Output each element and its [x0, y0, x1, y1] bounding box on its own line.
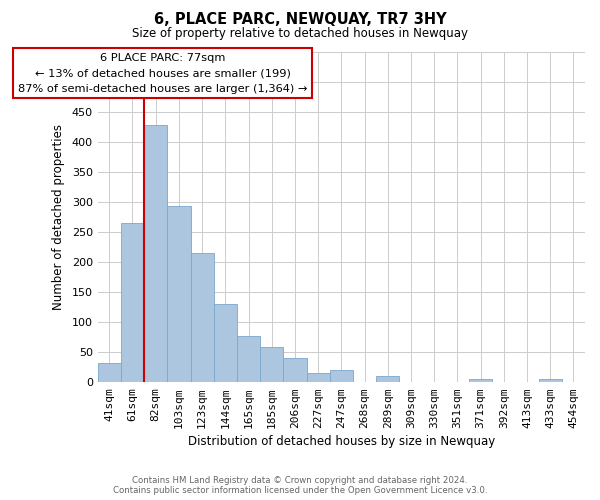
Text: 6, PLACE PARC, NEWQUAY, TR7 3HY: 6, PLACE PARC, NEWQUAY, TR7 3HY	[154, 12, 446, 28]
Bar	[260, 346, 283, 382]
Bar	[307, 373, 330, 382]
Bar	[167, 206, 191, 382]
Text: Contains HM Land Registry data © Crown copyright and database right 2024.
Contai: Contains HM Land Registry data © Crown c…	[113, 476, 487, 495]
Bar	[539, 379, 562, 382]
Bar	[121, 223, 144, 382]
Bar	[469, 379, 492, 382]
Y-axis label: Number of detached properties: Number of detached properties	[52, 124, 65, 310]
Bar	[191, 253, 214, 382]
Bar	[214, 304, 237, 382]
Bar	[330, 370, 353, 382]
X-axis label: Distribution of detached houses by size in Newquay: Distribution of detached houses by size …	[188, 434, 495, 448]
Bar	[98, 363, 121, 382]
Bar	[144, 125, 167, 382]
Bar	[376, 376, 400, 382]
Bar	[237, 336, 260, 382]
Text: Size of property relative to detached houses in Newquay: Size of property relative to detached ho…	[132, 28, 468, 40]
Bar	[283, 358, 307, 382]
Text: 6 PLACE PARC: 77sqm
← 13% of detached houses are smaller (199)
87% of semi-detac: 6 PLACE PARC: 77sqm ← 13% of detached ho…	[18, 52, 307, 94]
